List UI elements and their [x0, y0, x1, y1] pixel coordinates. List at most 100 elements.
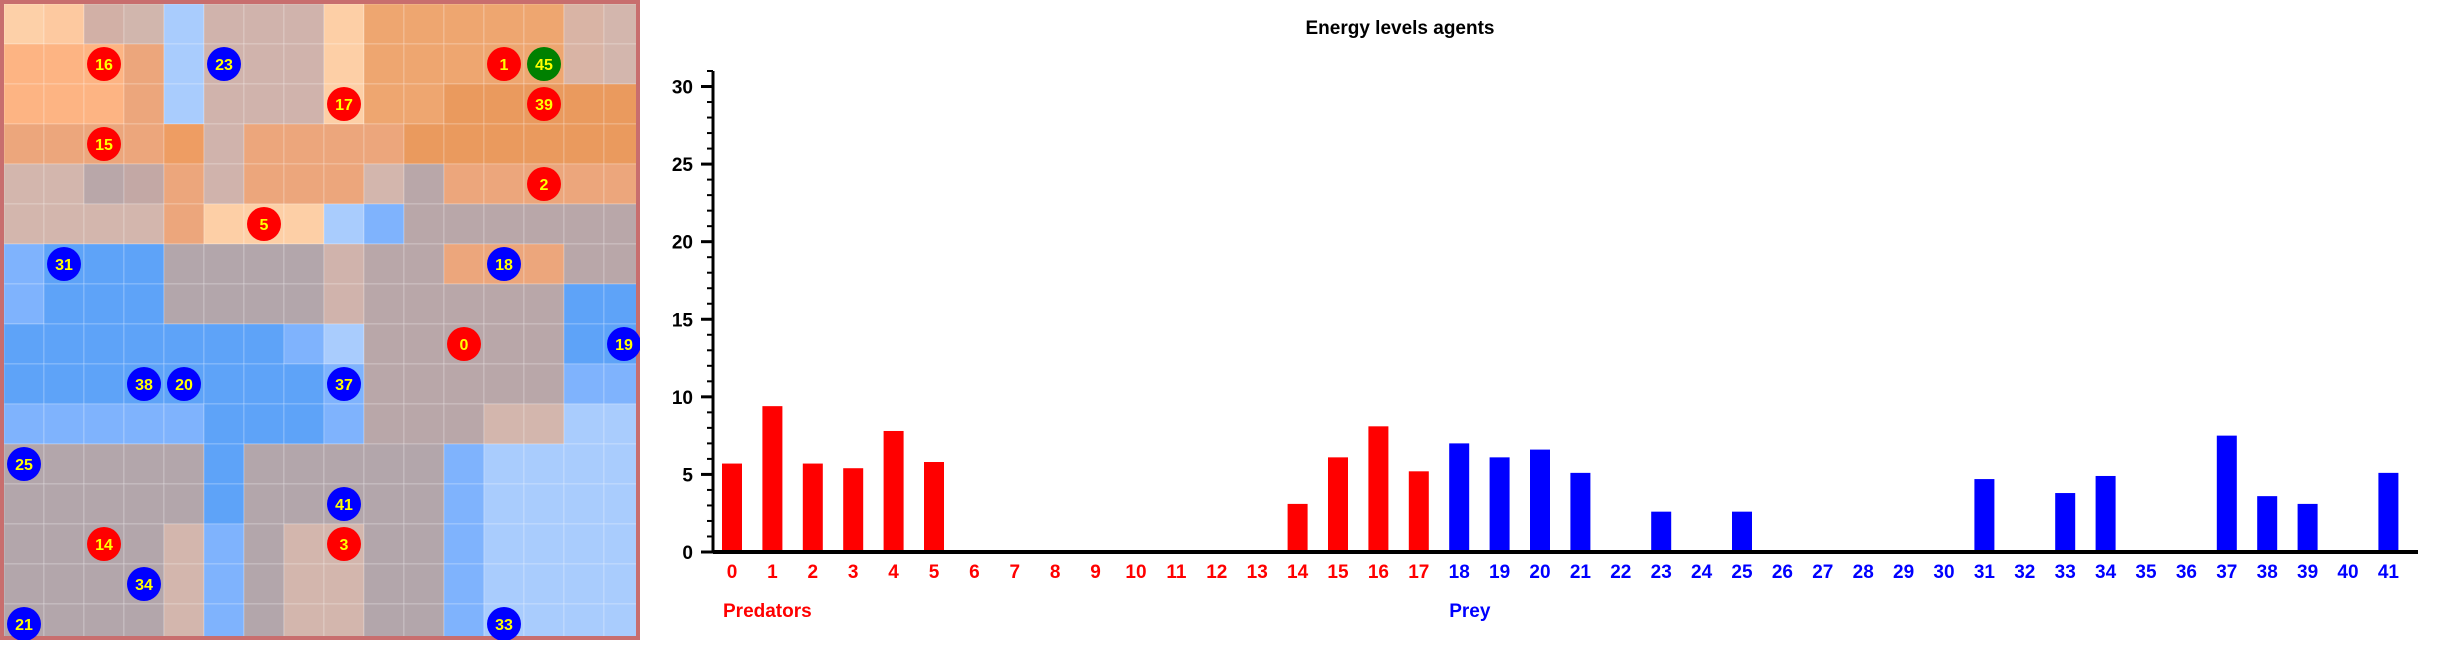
- grid-cell: [83, 3, 125, 45]
- grid-cell: [243, 3, 285, 45]
- grid-cell: [603, 363, 645, 405]
- x-tick-label: 17: [1408, 562, 1429, 583]
- grid-cell: [403, 523, 445, 565]
- grid-cell: [243, 83, 285, 125]
- grid-cell: [163, 483, 205, 525]
- grid-cell: [203, 523, 245, 565]
- grid-cell: [43, 523, 85, 565]
- grid-cell: [483, 483, 525, 525]
- grid-cell: [203, 163, 245, 205]
- grid-cell: [523, 563, 565, 605]
- bar-agent-25: [1732, 511, 1752, 552]
- grid-cell: [83, 483, 125, 525]
- grid-cell: [3, 563, 45, 605]
- grid-cell: [43, 403, 85, 445]
- grid-cell: [283, 83, 325, 125]
- grid-cell: [43, 43, 85, 85]
- bar-agent-2: [802, 463, 823, 552]
- x-tick-label: 2: [808, 562, 819, 583]
- grid-cell: [163, 403, 205, 445]
- grid-cell: [123, 3, 165, 45]
- grid-cell: [603, 443, 645, 485]
- bar-agent-38: [2257, 496, 2278, 552]
- agent-prey: 25: [7, 447, 41, 481]
- grid-cell: [123, 403, 165, 445]
- grid-cell: [203, 83, 245, 125]
- grid-cell: [603, 123, 645, 165]
- grid-cell: [323, 403, 365, 445]
- y-tick-label: 30: [672, 78, 693, 99]
- grid-cell: [363, 283, 405, 325]
- grid-cell: [603, 563, 645, 605]
- grid-cell: [443, 283, 485, 325]
- agent-predator: 3: [327, 527, 361, 561]
- grid-cell: [523, 123, 565, 165]
- agent-label: 5: [260, 217, 269, 234]
- agent-marker: [327, 367, 361, 401]
- agent-prey: 21: [7, 607, 41, 641]
- grid-cell: [403, 363, 445, 405]
- agent-marker: [207, 47, 241, 81]
- bar-agent-5: [924, 462, 944, 552]
- agent-label: 39: [535, 97, 553, 114]
- grid-cell: [123, 483, 165, 525]
- grid-cell: [243, 283, 285, 325]
- grid-cell: [243, 323, 285, 365]
- grid-cell: [123, 523, 165, 565]
- grid-cell: [3, 323, 45, 365]
- grid-cell: [363, 483, 405, 525]
- grid-cell: [203, 563, 245, 605]
- x-tick-label: 13: [1247, 562, 1268, 583]
- y-tick-label: 0: [682, 543, 693, 564]
- agent-marker: [327, 487, 361, 521]
- grid-cell: [123, 83, 165, 125]
- grid-cell: [363, 43, 405, 85]
- agent-marker: [527, 87, 561, 121]
- bar-agent-41: [2378, 472, 2399, 552]
- grid-cell: [83, 363, 125, 405]
- x-tick-label: 7: [1010, 562, 1021, 583]
- agent-label: 21: [15, 617, 33, 634]
- grid-cell: [403, 283, 445, 325]
- grid-cell: [323, 563, 365, 605]
- grid-cell: [483, 83, 525, 125]
- x-tick-label: 0: [727, 562, 738, 583]
- agent-label: 16: [95, 57, 113, 74]
- grid-cell: [563, 603, 605, 645]
- grid-cell: [403, 443, 445, 485]
- grid-cell: [283, 363, 325, 405]
- grid-cell: [3, 43, 45, 85]
- x-tick-label: 23: [1651, 562, 1672, 583]
- grid-cell: [603, 3, 645, 45]
- grid-cell: [163, 523, 205, 565]
- grid-cell: [43, 323, 85, 365]
- grid-cell: [483, 323, 525, 365]
- agent-label: 1: [500, 57, 509, 74]
- grid-cell: [243, 363, 285, 405]
- bar-agent-15: [1328, 457, 1348, 552]
- grid-cell: [403, 323, 445, 365]
- agent-other: 45: [527, 47, 561, 81]
- grid-cell: [43, 283, 85, 325]
- grid-cell: [3, 363, 45, 405]
- grid-cell: [203, 3, 245, 45]
- agent-label: 20: [175, 377, 193, 394]
- agent-prey: 20: [167, 367, 201, 401]
- bar-agent-3: [843, 468, 864, 552]
- agent-marker: [607, 327, 641, 361]
- agent-marker: [127, 567, 161, 601]
- grid-cell: [483, 363, 525, 405]
- grid-cell: [323, 243, 365, 285]
- grid-cell: [323, 323, 365, 365]
- agent-label: 18: [495, 257, 513, 274]
- grid-cell: [483, 283, 525, 325]
- x-tick-label: 31: [1974, 562, 1996, 583]
- agent-marker: [487, 607, 521, 641]
- grid-cell: [83, 323, 125, 365]
- agent-prey: 31: [47, 247, 81, 281]
- grid-cell: [323, 203, 365, 245]
- grid-cell: [563, 123, 605, 165]
- agent-predator: 16: [87, 47, 121, 81]
- grid-cell: [323, 163, 365, 205]
